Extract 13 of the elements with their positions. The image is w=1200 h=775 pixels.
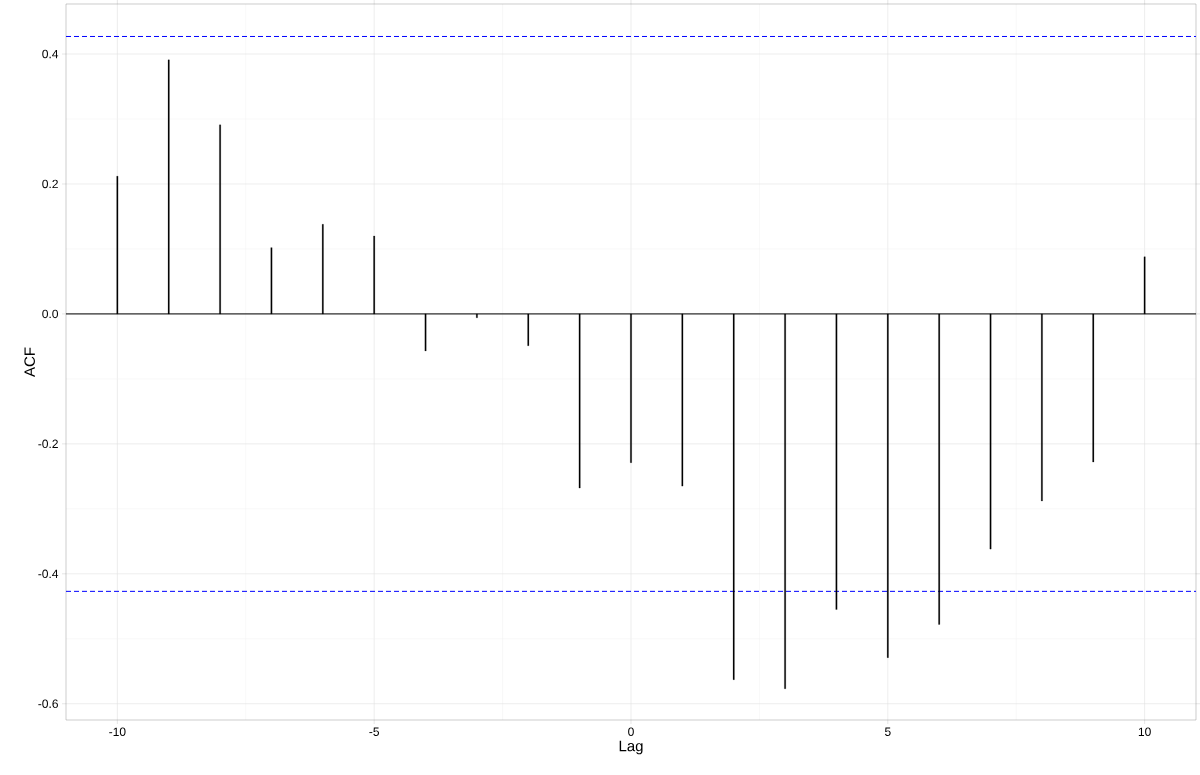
y-tick-label: 0.2 [42,179,58,189]
y-tick-label: 0.0 [42,309,59,319]
x-tick-label: 5 [884,727,891,736]
x-tick-label: 10 [1138,727,1151,737]
x-axis-title: Lag [619,740,643,755]
x-tick-label: -5 [369,727,380,736]
y-tick-label: -0.2 [38,439,58,449]
x-tick-label: 0 [628,727,634,737]
y-tick-label: 0.4 [42,49,59,59]
y-tick-label: -0.4 [38,569,59,579]
y-axis-title: ACF [24,347,35,377]
x-tick-label: -10 [109,727,126,737]
y-tick-label: -0.6 [38,699,58,709]
